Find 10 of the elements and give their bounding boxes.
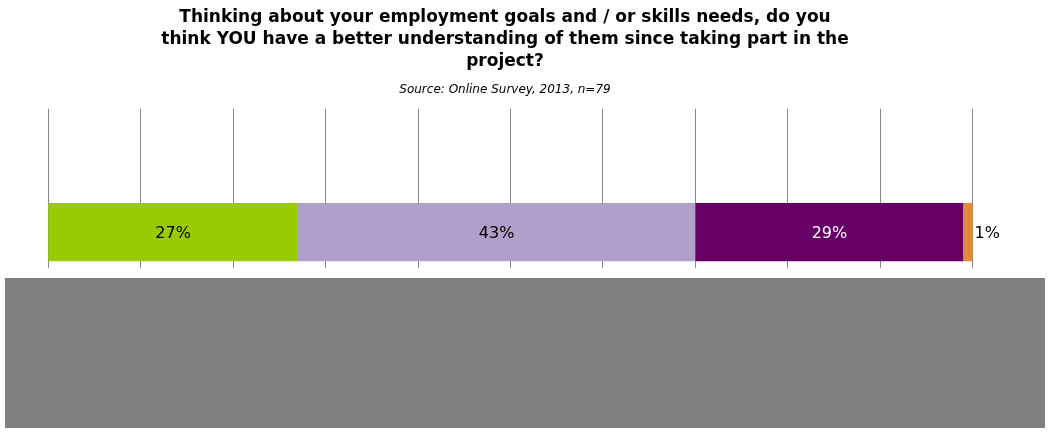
data-label: 27% xyxy=(155,222,191,242)
bar xyxy=(695,203,964,262)
chart-title: Thinking about your employment goals and / or skills needs, do you think YOU have a better understanding of them since taking part in the project? xyxy=(160,5,850,71)
data-label: 1% xyxy=(974,222,1000,242)
data-label: 43% xyxy=(478,222,515,242)
bar xyxy=(963,203,973,262)
bar xyxy=(48,203,298,262)
bar xyxy=(297,203,696,262)
data-label: 29% xyxy=(811,222,848,242)
chart-subtitle: Source: Online Survey, 2013, n=79 xyxy=(398,81,612,99)
